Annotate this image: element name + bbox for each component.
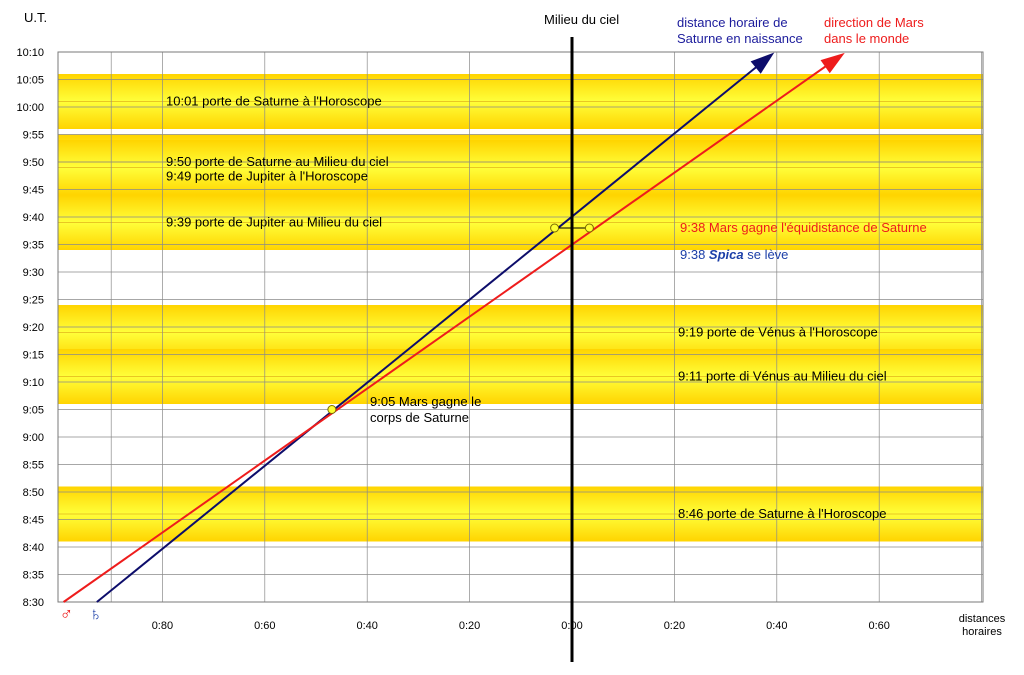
mars-line <box>63 56 839 603</box>
x-tick-label: 0:20 <box>459 620 480 632</box>
y-tick-label: 9:55 <box>23 130 44 142</box>
saturn-arrowhead <box>750 52 775 74</box>
y-tick-label: 9:50 <box>23 157 44 169</box>
grid-layer <box>57 51 984 603</box>
y-tick-label: 8:45 <box>23 515 44 527</box>
band-label: 9:19 porte de Vénus à l'Horoscope <box>678 325 878 340</box>
y-tick-label: 9:15 <box>23 350 44 362</box>
event-marker <box>584 223 594 233</box>
y-tick-label: 8:30 <box>23 597 44 609</box>
event-label: 9:05 Mars gagne le corps de Saturne <box>370 394 481 425</box>
y-tick-label: 8:40 <box>23 542 44 554</box>
band-label: 8:46 porte de Saturne à l'Horoscope <box>678 506 886 521</box>
mars-arrowhead <box>820 52 845 74</box>
y-tick-label: 9:25 <box>23 295 44 307</box>
y-tick-label: 9:40 <box>23 212 44 224</box>
axis-layer: 8:30 8:35 8:40 8:45 8:50 8:55 9:00 9:05 9:10 9:15… <box>16 10 1006 662</box>
saturn-series-name: distance horaire de Saturne en naissance <box>677 15 803 46</box>
band-label: 9:39 porte de Jupiter au Milieu du ciel <box>166 215 382 230</box>
meridian-label: Milieu du ciel <box>544 12 619 27</box>
events-layer: 9:05 Mars gagne le corps de Saturne 9:38 M… <box>327 220 927 425</box>
x-tick-label: 0:20 <box>664 620 685 632</box>
y-tick-label: 10:00 <box>16 102 44 114</box>
saturn-line <box>96 56 769 603</box>
mars-series-name: direction de Mars dans le monde <box>824 15 924 46</box>
x-tick-label: 0:60 <box>868 620 889 632</box>
y-tick-label: 8:55 <box>23 460 44 472</box>
x-tick-label: 0:40 <box>356 620 377 632</box>
y-tick-label: 9:20 <box>23 322 44 334</box>
series-layer: distance horaire de Saturne en naissance d… <box>60 15 925 624</box>
mars-symbol: ♂ <box>60 604 74 624</box>
y-tick-label: 9:00 <box>23 432 44 444</box>
y-tick-label: 8:50 <box>23 487 44 499</box>
band-layer <box>58 74 983 542</box>
y-tick-label: 10:05 <box>16 75 44 87</box>
x-axis-title: distances horaires <box>959 613 1006 638</box>
x-tick-label: 0:40 <box>766 620 787 632</box>
y-tick-label: 9:05 <box>23 405 44 417</box>
y-tick-label: 9:35 <box>23 240 44 252</box>
y-tick-label: 9:45 <box>23 185 44 197</box>
band-label: 9:11 porte di Vénus au Milieu du ciel <box>678 369 887 384</box>
x-tick-label: 0:80 <box>152 620 173 632</box>
y-tick-label: 10:10 <box>16 47 44 59</box>
band-label: 9:49 porte de Jupiter à l'Horoscope <box>166 169 368 184</box>
event-label: 9:38 Mars gagne l'équidistance de Saturn… <box>680 220 927 235</box>
x-tick-label: 0:60 <box>254 620 275 632</box>
y-tick-label: 9:30 <box>23 267 44 279</box>
saturn-symbol: ♄ <box>89 604 103 624</box>
y-tick-label: 9:10 <box>23 377 44 389</box>
y-axis-title: U.T. <box>24 10 47 25</box>
event-marker <box>327 405 337 414</box>
band-labels: 10:01 porte de Saturne à l'Horoscope 9:50… <box>166 94 887 522</box>
spica-note: 9:38 Spica se lève <box>680 247 788 262</box>
band-label: 9:50 porte de Saturne au Milieu du ciel <box>166 154 389 169</box>
event-marker <box>550 223 560 233</box>
y-tick-label: 8:35 <box>23 570 44 582</box>
plot-frame <box>57 51 984 603</box>
band-label: 10:01 porte de Saturne à l'Horoscope <box>166 94 382 109</box>
